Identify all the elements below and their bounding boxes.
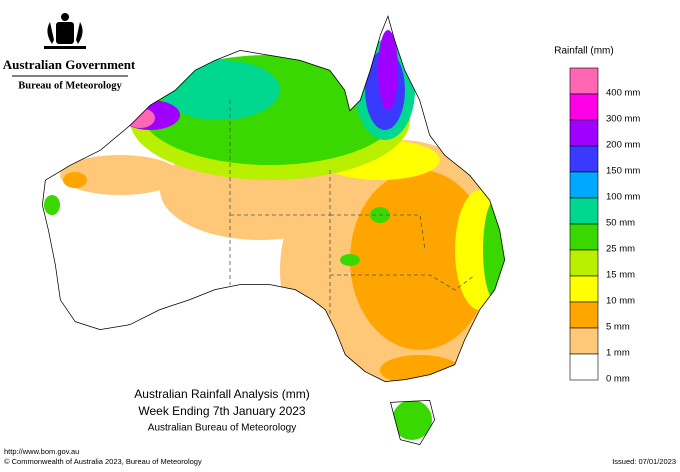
- legend-swatch: [569, 67, 599, 95]
- legend-label: 25 mm: [606, 244, 635, 255]
- legend-swatch: [569, 327, 599, 355]
- legend-swatch: [569, 93, 599, 121]
- legend-label: 400 mm: [606, 88, 640, 99]
- legend-swatch: [569, 145, 599, 173]
- legend-label: 100 mm: [606, 192, 640, 203]
- legend-title: Rainfall (mm): [554, 46, 613, 57]
- legend-swatch: [569, 119, 599, 147]
- emblem: [44, 13, 86, 49]
- legend-swatch: [569, 353, 599, 381]
- agency-name: Australian Government: [3, 57, 136, 72]
- map-title: Australian Rainfall Analysis (mm): [134, 387, 309, 401]
- legend-swatch: [569, 249, 599, 277]
- legend-label: 0 mm: [606, 374, 630, 385]
- bureau-name: Bureau of Meteorology: [18, 80, 122, 91]
- map-subtitle: Week Ending 7th January 2023: [138, 404, 306, 418]
- legend-label: 5 mm: [606, 322, 630, 333]
- legend-label: 1 mm: [606, 348, 630, 359]
- legend-label: 150 mm: [606, 166, 640, 177]
- legend-label: 300 mm: [606, 114, 640, 125]
- rainfall-map: [42, 15, 505, 445]
- legend-swatch: [569, 301, 599, 329]
- legend-swatch: [569, 197, 599, 225]
- legend-label: 15 mm: [606, 270, 635, 281]
- legend: Rainfall (mm) 400 mm 300 mm 200 mm 150 mm 10…: [554, 46, 640, 385]
- footer-issued: Issued: 07/01/2023: [612, 457, 676, 466]
- legend-label: 200 mm: [606, 140, 640, 151]
- footer-copyright: © Commonwealth of Australia 2023, Bureau…: [4, 457, 202, 466]
- legend-swatch: [569, 223, 599, 251]
- footer-url: http://www.bom.gov.au: [4, 447, 79, 456]
- map-source: Australian Bureau of Meteorology: [148, 423, 296, 434]
- legend-label: 10 mm: [606, 296, 635, 307]
- legend-swatch: [569, 275, 599, 303]
- legend-swatch: [569, 171, 599, 199]
- legend-label: 50 mm: [606, 218, 635, 229]
